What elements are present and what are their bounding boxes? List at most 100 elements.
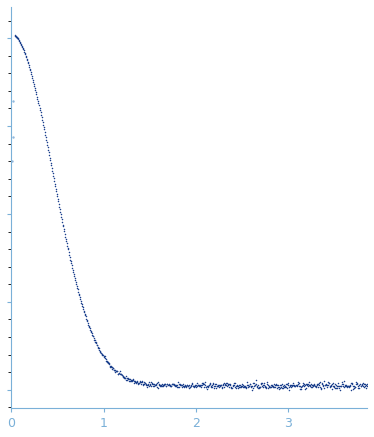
Point [31,82,37,89]
Point [149,379,155,386]
Point [186,384,192,391]
Point [291,382,297,388]
Point [72,276,78,283]
Point [88,329,94,336]
Point [96,345,102,352]
Point [21,48,27,55]
Point [22,51,28,58]
Point [166,382,172,388]
Point [155,378,161,385]
Point [194,380,200,387]
Point [172,382,178,389]
Point [317,379,323,386]
Point [18,40,24,47]
Point [241,383,247,390]
Point [67,253,73,260]
Point [281,382,287,389]
Point [75,285,81,292]
Point [95,342,101,349]
Point [193,383,199,390]
Point [118,371,124,378]
Point [159,382,165,389]
Point [74,284,80,291]
Point [224,382,230,389]
Point [21,45,27,52]
Point [133,378,139,385]
Point [252,381,258,388]
Point [79,303,85,310]
Point [197,382,203,389]
Point [73,280,79,287]
Point [82,311,88,318]
Point [39,116,45,123]
Point [163,382,169,389]
Point [289,382,295,389]
Point [188,382,194,389]
Point [77,296,83,303]
Point [276,385,282,392]
Point [194,382,200,389]
Point [286,386,292,393]
Point [268,384,274,391]
Point [217,384,223,391]
Point [24,54,30,61]
Point [355,384,361,391]
Point [285,384,291,391]
Point [251,379,257,386]
Point [100,352,106,359]
Point [125,375,131,382]
Point [167,381,173,388]
Point [104,359,110,366]
Point [352,383,358,390]
Point [259,382,265,389]
Point [118,371,124,378]
Point [284,381,290,388]
Point [53,190,59,197]
Point [351,383,357,390]
Point [161,380,167,387]
Point [12,32,18,39]
Point [143,381,149,388]
Point [112,368,118,375]
Point [349,380,355,387]
Point [331,383,337,390]
Point [86,323,92,330]
Point [187,384,193,391]
Point [130,375,136,382]
Point [253,377,259,384]
Point [146,379,152,386]
Point [353,380,359,387]
Point [148,379,154,386]
Point [315,384,321,391]
Point [297,383,303,390]
Point [132,377,138,384]
Point [288,382,294,389]
Point [232,380,237,387]
Point [156,382,162,388]
Point [220,382,226,388]
Point [37,104,43,111]
Point [33,89,39,96]
Point [30,74,36,81]
Point [285,381,291,388]
Point [219,384,225,391]
Point [9,158,15,165]
Point [185,383,191,390]
Point [297,385,303,392]
Point [242,382,248,389]
Point [291,382,297,388]
Point [281,383,287,390]
Point [240,381,246,388]
Point [242,384,248,391]
Point [207,379,213,386]
Point [207,381,213,388]
Point [262,384,268,391]
Point [187,383,193,390]
Point [349,387,355,394]
Point [79,301,85,308]
Point [62,233,68,240]
Point [83,316,89,323]
Point [255,385,261,392]
Point [154,379,160,386]
Point [47,156,53,163]
